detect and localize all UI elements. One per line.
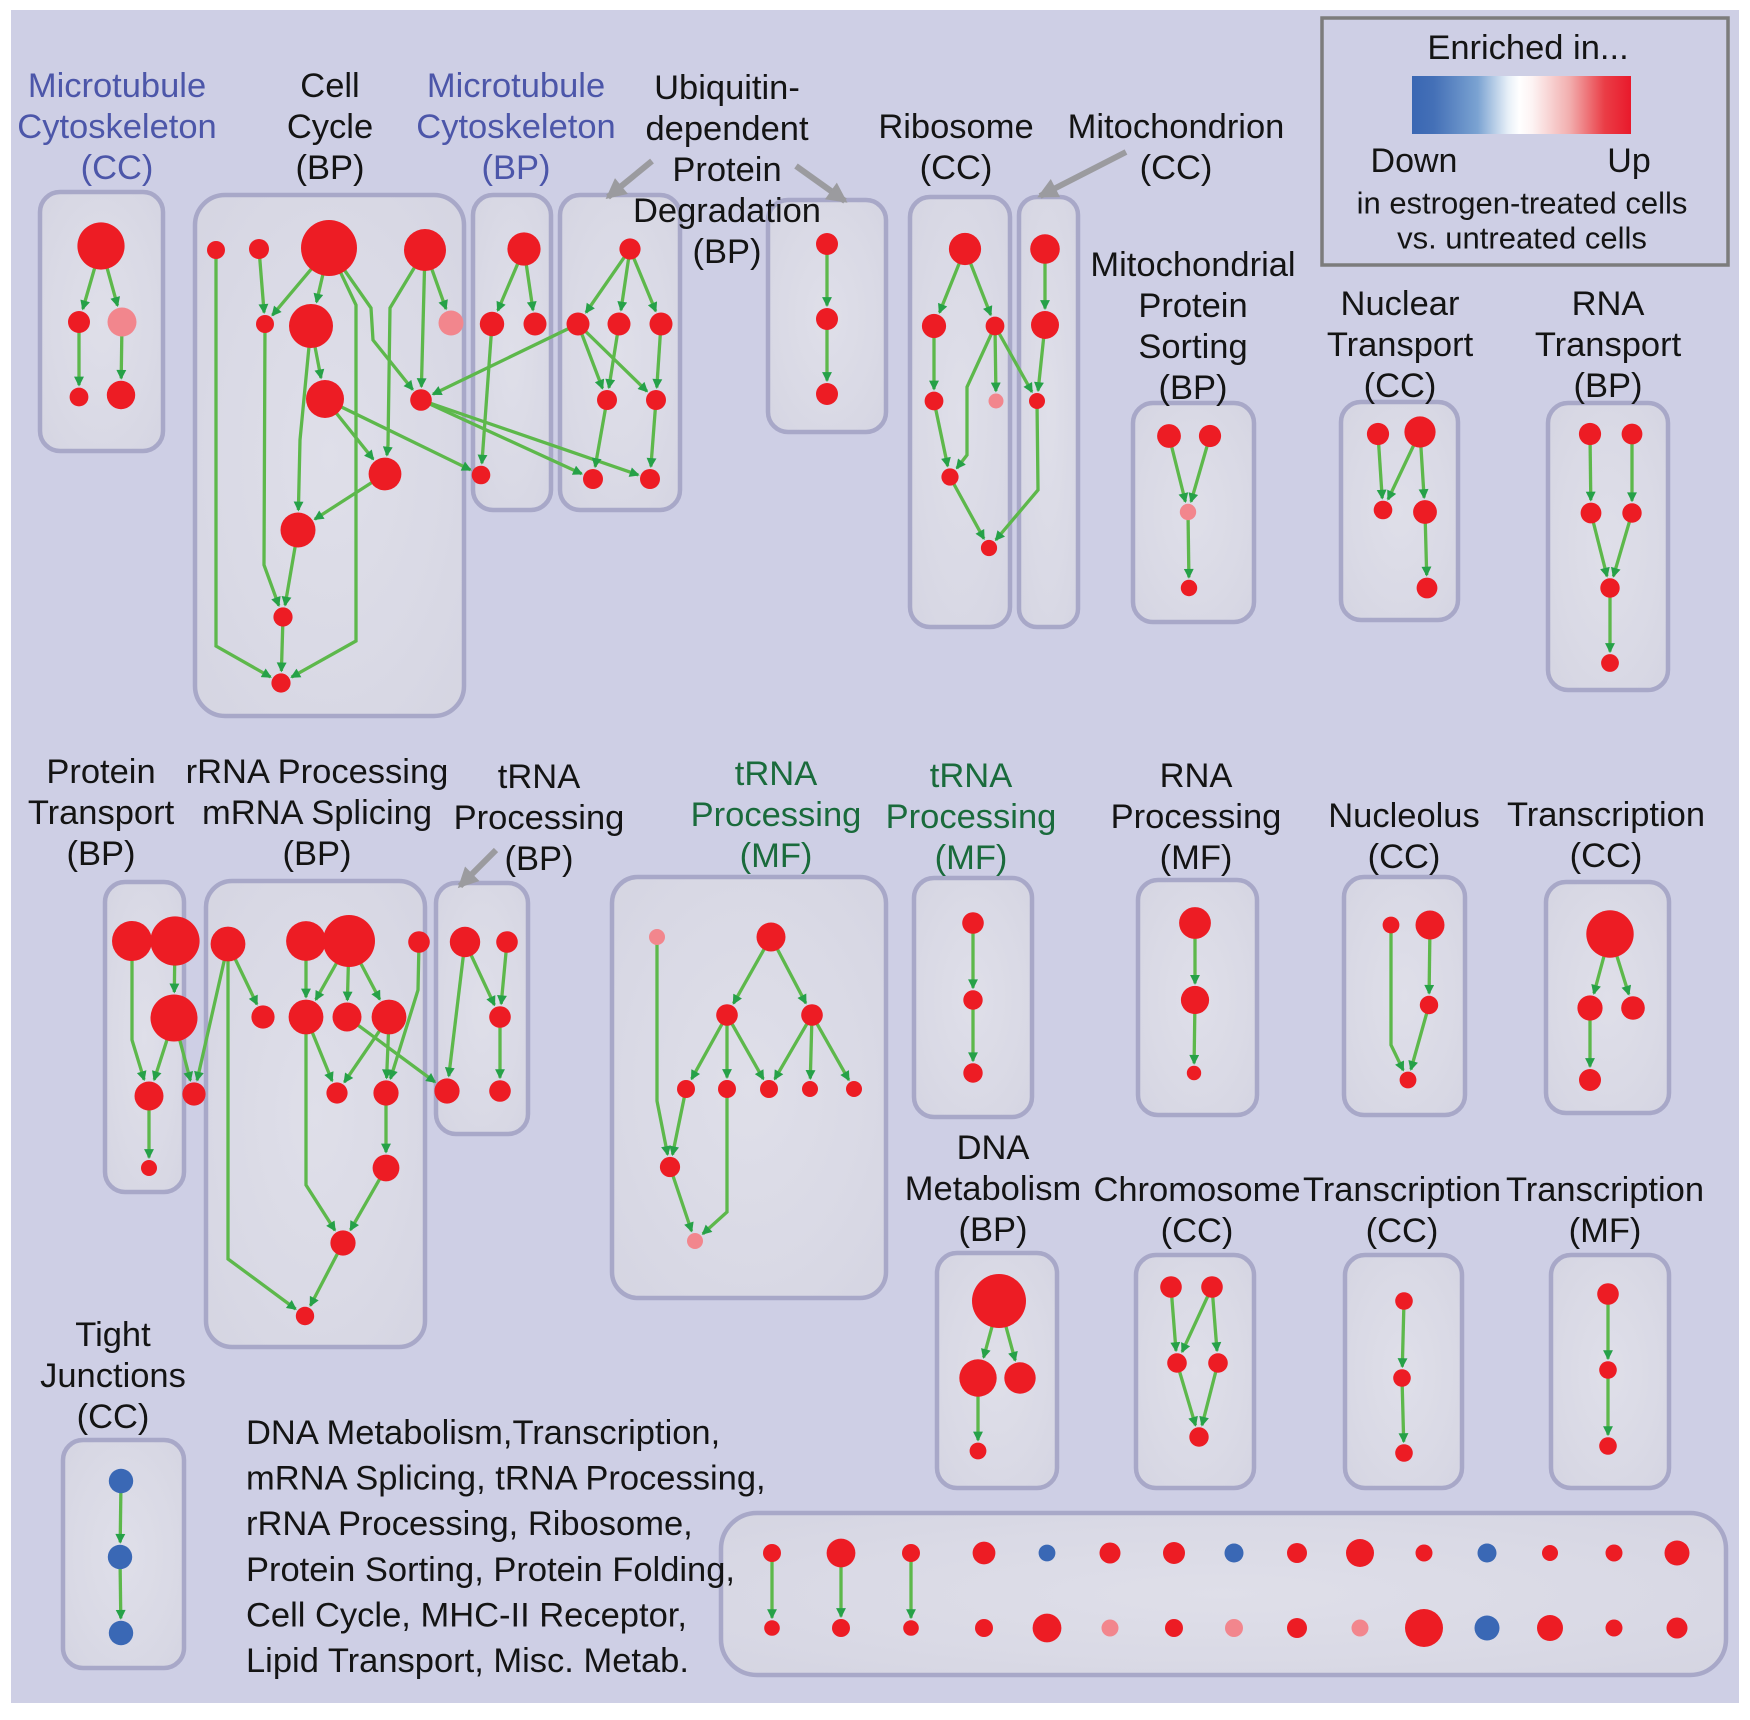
svg-text:(CC): (CC) [77,1398,150,1436]
svg-text:Junctions: Junctions [40,1357,186,1395]
svg-text:RNA: RNA [1572,285,1645,323]
svg-text:(CC): (CC) [1366,1212,1439,1250]
svg-text:Transport: Transport [1327,326,1474,364]
svg-text:(CC): (CC) [81,149,154,187]
svg-text:(BP): (BP) [693,233,762,271]
svg-text:(MF): (MF) [935,839,1008,877]
svg-text:(MF): (MF) [1160,839,1233,877]
svg-text:Transport: Transport [1535,326,1682,364]
svg-text:(CC): (CC) [1364,367,1437,405]
svg-text:(CC): (CC) [920,149,993,187]
svg-text:(BP): (BP) [296,149,365,187]
svg-text:Mitochondrion: Mitochondrion [1068,108,1285,146]
svg-text:tRNA: tRNA [735,755,817,793]
svg-text:Up: Up [1607,142,1650,180]
svg-text:Microtubule: Microtubule [427,67,605,105]
svg-text:tRNA: tRNA [498,758,580,796]
svg-text:Cell: Cell [300,67,359,105]
svg-text:Transcription: Transcription [1506,1171,1704,1209]
svg-text:Down: Down [1371,142,1458,180]
svg-text:(CC): (CC) [1570,837,1643,875]
svg-text:mRNA Splicing: mRNA Splicing [202,794,432,832]
svg-text:DNA: DNA [957,1129,1030,1167]
svg-text:(MF): (MF) [740,837,813,875]
svg-text:Transport: Transport [28,794,175,832]
svg-text:Processing: Processing [691,796,862,834]
svg-text:in estrogen-treated cells: in estrogen-treated cells [1357,186,1688,221]
svg-text:Chromosome: Chromosome [1093,1171,1300,1209]
svg-text:(BP): (BP) [283,835,352,873]
svg-text:DNA Metabolism,Transcription,: DNA Metabolism,Transcription, [246,1414,720,1452]
svg-text:Cell Cycle, MHC-II Receptor,: Cell Cycle, MHC-II Receptor, [246,1596,687,1634]
svg-text:Protein Sorting, Protein Foldi: Protein Sorting, Protein Folding, [246,1551,735,1589]
svg-text:Protein: Protein [1138,287,1247,325]
svg-text:Microtubule: Microtubule [28,67,206,105]
svg-text:Protein: Protein [46,753,155,791]
svg-text:(BP): (BP) [1159,369,1228,407]
svg-text:Processing: Processing [886,798,1057,836]
svg-text:Metabolism: Metabolism [905,1170,1081,1208]
svg-text:Processing: Processing [1111,798,1282,836]
svg-text:Processing: Processing [454,799,625,837]
svg-text:Tight: Tight [75,1316,151,1354]
svg-text:Cycle: Cycle [287,108,373,146]
svg-text:Protein: Protein [672,151,781,189]
svg-text:(CC): (CC) [1368,838,1441,876]
svg-text:dependent: dependent [645,110,808,148]
svg-text:tRNA: tRNA [930,757,1012,795]
svg-text:Mitochondrial: Mitochondrial [1090,246,1295,284]
svg-text:(BP): (BP) [67,835,136,873]
svg-text:(MF): (MF) [1569,1212,1642,1250]
svg-text:Enriched in...: Enriched in... [1427,29,1628,67]
svg-text:Transcription: Transcription [1303,1171,1501,1209]
svg-text:Degradation: Degradation [633,192,821,230]
svg-text:Cytoskeleton: Cytoskeleton [17,108,216,146]
svg-text:Ribosome: Ribosome [878,108,1033,146]
svg-text:(BP): (BP) [482,149,551,187]
svg-text:Nuclear: Nuclear [1341,285,1460,323]
svg-text:vs. untreated cells: vs. untreated cells [1397,221,1647,256]
svg-text:Transcription: Transcription [1507,796,1705,834]
svg-text:Nucleolus: Nucleolus [1328,797,1480,835]
svg-text:(BP): (BP) [505,840,574,878]
svg-text:Ubiquitin-: Ubiquitin- [654,69,800,107]
svg-text:(BP): (BP) [1574,367,1643,405]
svg-text:rRNA Processing, Ribosome,: rRNA Processing, Ribosome, [246,1505,693,1543]
svg-text:rRNA Processing: rRNA Processing [186,753,449,791]
svg-text:mRNA Splicing, tRNA Processing: mRNA Splicing, tRNA Processing, [246,1460,766,1498]
svg-text:Lipid Transport, Misc. Metab.: Lipid Transport, Misc. Metab. [246,1642,689,1680]
svg-text:(BP): (BP) [959,1211,1028,1249]
svg-text:Sorting: Sorting [1138,328,1247,366]
svg-text:(CC): (CC) [1140,149,1213,187]
svg-text:Cytoskeleton: Cytoskeleton [416,108,615,146]
svg-text:(CC): (CC) [1161,1212,1234,1250]
svg-text:RNA: RNA [1160,757,1233,795]
